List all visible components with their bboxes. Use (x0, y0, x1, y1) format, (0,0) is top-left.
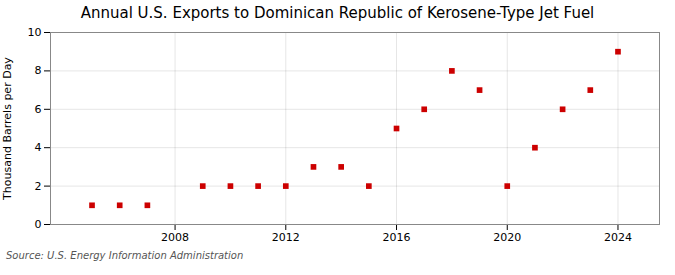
svg-text:6: 6 (35, 103, 42, 116)
html-text:Annual U.S. Exports to Dominic: Annual U.S. Exports to Dominican Republi… (80, 4, 595, 22)
svg-text:0: 0 (35, 218, 42, 231)
svg-text:8: 8 (35, 64, 42, 77)
svg-text:2016: 2016 (383, 231, 411, 244)
svg-text:2020: 2020 (493, 231, 521, 244)
svg-text:2: 2 (35, 180, 42, 193)
svg-text:10: 10 (28, 26, 42, 39)
svg-text:Thousand Barrels per Day: Thousand Barrels per Day (1, 57, 14, 201)
svg-text:2012: 2012 (272, 231, 300, 244)
svg-text:2024: 2024 (604, 231, 632, 244)
svg-text:4: 4 (35, 141, 42, 154)
html-text:Source: U.S. Energy Informatio: Source: U.S. Energy Information Administ… (6, 250, 244, 261)
svg-text:2008: 2008 (161, 231, 189, 244)
